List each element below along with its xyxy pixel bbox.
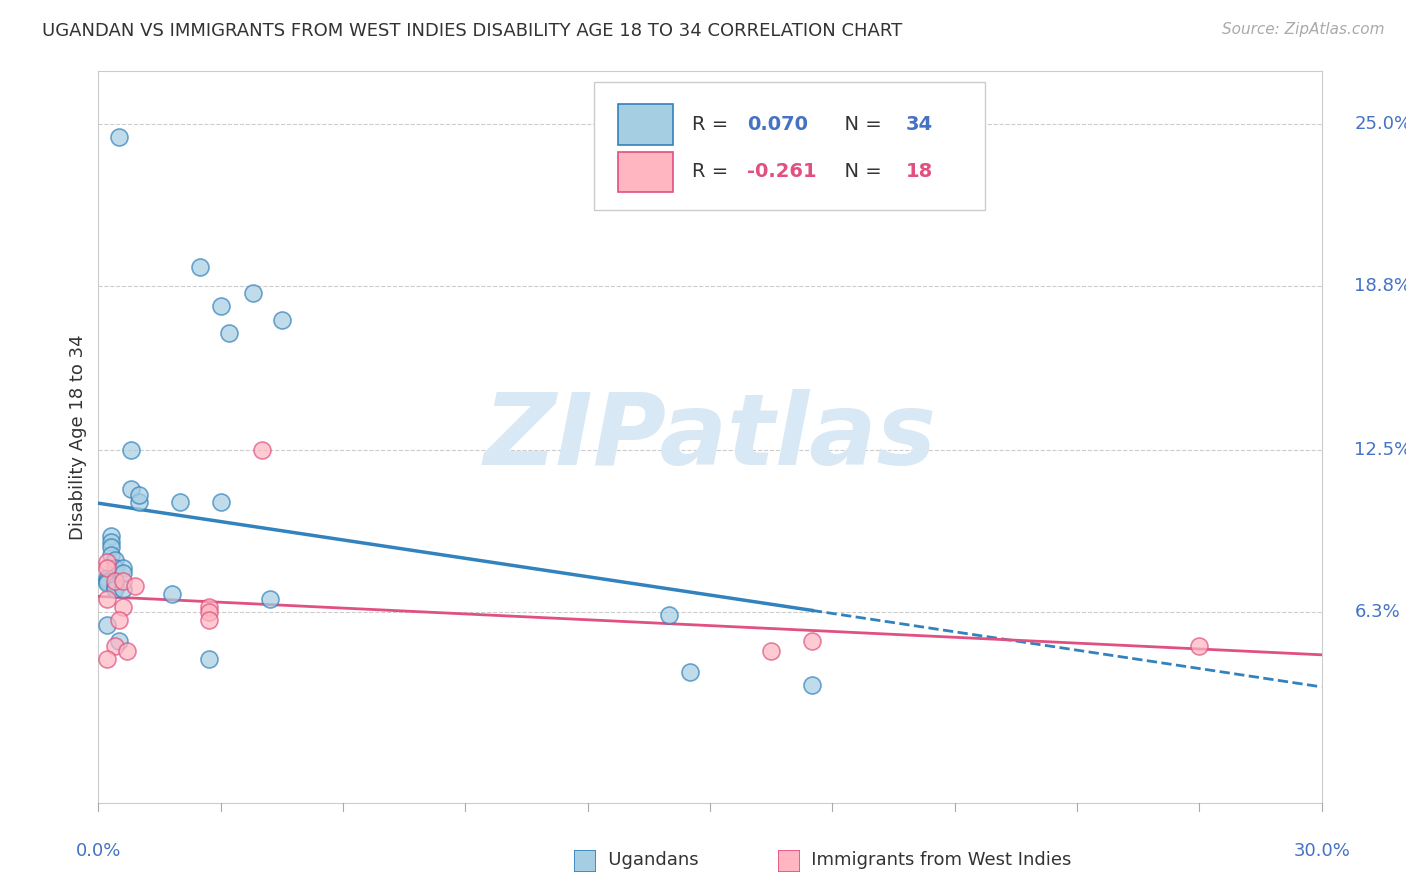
Text: 0.070: 0.070 [747, 115, 807, 134]
Text: N =: N = [832, 115, 889, 134]
Point [111, 599, 134, 614]
Point [104, 582, 127, 596]
Point [160, 587, 183, 601]
Text: 12.5%: 12.5% [1354, 442, 1406, 459]
Point [96, 560, 118, 574]
Point [111, 574, 134, 588]
Point [259, 592, 281, 607]
Text: Ugandans: Ugandans [591, 851, 699, 869]
Text: ZIPatlas: ZIPatlas [484, 389, 936, 485]
Point [120, 483, 142, 497]
Point [104, 579, 127, 593]
Point [197, 652, 219, 666]
Point [100, 534, 122, 549]
Point [120, 443, 142, 458]
Text: UGANDAN VS IMMIGRANTS FROM WEST INDIES DISABILITY AGE 18 TO 34 CORRELATION CHART: UGANDAN VS IMMIGRANTS FROM WEST INDIES D… [42, 22, 903, 40]
Point [197, 605, 219, 619]
Point [111, 582, 134, 596]
Text: Source: ZipAtlas.com: Source: ZipAtlas.com [1222, 22, 1385, 37]
FancyBboxPatch shape [619, 152, 673, 192]
Point [759, 644, 782, 658]
Text: 18: 18 [905, 162, 934, 181]
Point [197, 599, 219, 614]
Point [111, 566, 134, 580]
FancyBboxPatch shape [619, 104, 673, 145]
Point [108, 613, 131, 627]
Point [128, 495, 150, 509]
Point [209, 300, 232, 314]
Text: 6.3%: 6.3% [1354, 603, 1400, 621]
Text: -0.261: -0.261 [747, 162, 817, 181]
Text: 30.0%: 30.0% [1294, 842, 1350, 860]
Point [270, 312, 294, 326]
Text: N =: N = [832, 162, 889, 181]
Point [111, 560, 134, 574]
Point [96, 592, 118, 607]
Point [679, 665, 702, 680]
Point [96, 574, 118, 588]
Point [1188, 639, 1211, 653]
Point [104, 639, 127, 653]
Point [169, 495, 191, 509]
Point [115, 644, 138, 658]
Text: R =: R = [692, 115, 734, 134]
Point [658, 607, 681, 622]
Point [188, 260, 212, 275]
Point [96, 618, 118, 632]
Text: 25.0%: 25.0% [1354, 114, 1406, 133]
Point [209, 495, 232, 509]
Point [242, 286, 264, 301]
Text: 0.0%: 0.0% [76, 842, 121, 860]
Point [801, 678, 824, 692]
Text: 34: 34 [905, 115, 932, 134]
Point [108, 129, 131, 144]
Text: Immigrants from West Indies: Immigrants from West Indies [794, 851, 1071, 869]
Point [104, 574, 127, 588]
Point [104, 560, 127, 574]
Point [124, 579, 146, 593]
Point [96, 556, 118, 570]
Point [100, 529, 122, 543]
Point [108, 633, 131, 648]
Text: 18.8%: 18.8% [1354, 277, 1406, 294]
Point [96, 652, 118, 666]
Point [128, 487, 150, 501]
Point [218, 326, 240, 340]
Point [197, 613, 219, 627]
Point [801, 633, 824, 648]
Text: R =: R = [692, 162, 734, 181]
Point [96, 576, 118, 591]
Point [100, 548, 122, 562]
Point [250, 443, 273, 458]
Y-axis label: Disability Age 18 to 34: Disability Age 18 to 34 [69, 334, 87, 540]
Point [104, 553, 127, 567]
Point [100, 540, 122, 554]
FancyBboxPatch shape [593, 82, 986, 211]
Point [96, 571, 118, 585]
